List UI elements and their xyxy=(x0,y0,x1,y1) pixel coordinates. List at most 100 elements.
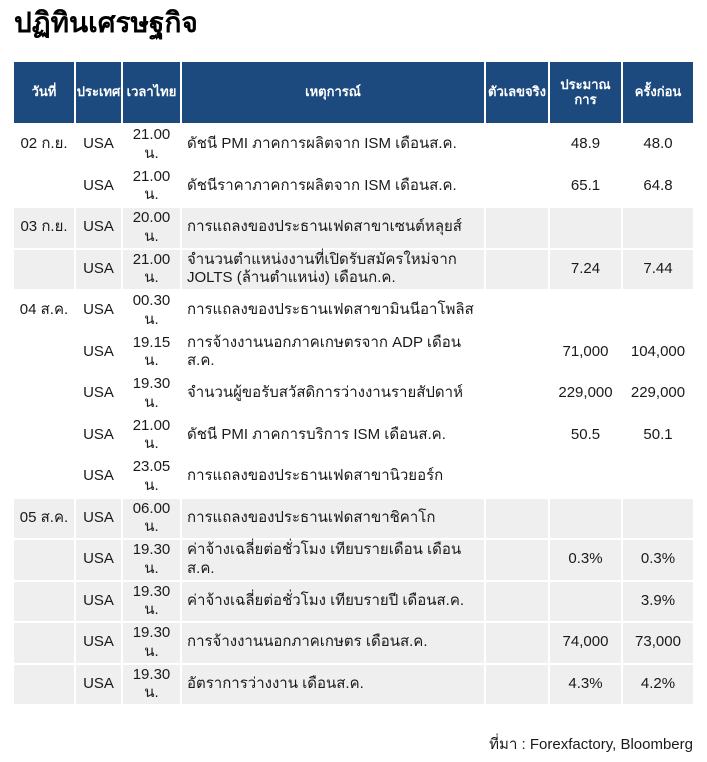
cell-date xyxy=(14,166,74,206)
cell-forecast: 229,000 xyxy=(550,374,621,414)
cell-forecast: 48.9 xyxy=(550,125,621,165)
cell-date xyxy=(14,374,74,414)
table-row: USA 21.00 น. ดัชนี PMI ภาคการบริการ ISM … xyxy=(14,415,693,455)
cell-country: USA xyxy=(76,374,121,414)
cell-time: 19.30 น. xyxy=(123,374,180,414)
cell-date xyxy=(14,540,74,580)
cell-forecast: 7.24 xyxy=(550,249,621,289)
cell-actual xyxy=(486,166,548,206)
cell-event: อัตราการว่างงาน เดือนส.ค. xyxy=(182,664,484,704)
cell-event: การจ้างงานนอกภาคเกษตรจาก ADP เดือนส.ค. xyxy=(182,332,484,372)
cell-country: USA xyxy=(76,581,121,621)
cell-date: 03 ก.ย. xyxy=(14,208,74,248)
cell-country: USA xyxy=(76,623,121,663)
column-header-event: เหตุการณ์ xyxy=(182,62,484,123)
cell-country: USA xyxy=(76,332,121,372)
cell-previous xyxy=(623,457,693,497)
table-row: 04 ส.ค. USA 00.30 น. การแถลงของประธานเฟด… xyxy=(14,291,693,331)
cell-forecast xyxy=(550,498,621,538)
cell-time: 21.00 น. xyxy=(123,125,180,165)
table-body: 02 ก.ย. USA 21.00 น. ดัชนี PMI ภาคการผลิ… xyxy=(14,125,693,704)
source-note: ที่มา : Forexfactory, Bloomberg xyxy=(489,736,693,753)
table-row: 03 ก.ย. USA 20.00 น. การแถลงของประธานเฟด… xyxy=(14,208,693,248)
cell-actual xyxy=(486,415,548,455)
cell-previous: 4.2% xyxy=(623,664,693,704)
cell-date xyxy=(14,332,74,372)
cell-forecast xyxy=(550,457,621,497)
cell-event: ค่าจ้างเฉลี่ยต่อชั่วโมง เทียบรายปี เดือน… xyxy=(182,581,484,621)
cell-forecast xyxy=(550,581,621,621)
column-header-previous: ครั้งก่อน xyxy=(623,62,693,123)
page-title: ปฏิทินเศรษฐกิจ xyxy=(14,7,198,38)
cell-previous: 50.1 xyxy=(623,415,693,455)
cell-time: 23.05 น. xyxy=(123,457,180,497)
cell-date xyxy=(14,581,74,621)
cell-previous: 229,000 xyxy=(623,374,693,414)
cell-date: 04 ส.ค. xyxy=(14,291,74,331)
table-row: USA 19.15 น. การจ้างงานนอกภาคเกษตรจาก AD… xyxy=(14,332,693,372)
cell-time: 21.00 น. xyxy=(123,249,180,289)
cell-time: 00.30 น. xyxy=(123,291,180,331)
cell-country: USA xyxy=(76,415,121,455)
table-row: USA 19.30 น. ค่าจ้างเฉลี่ยต่อชั่วโมง เที… xyxy=(14,581,693,621)
cell-country: USA xyxy=(76,125,121,165)
cell-event: ดัชนี PMI ภาคการผลิตจาก ISM เดือนส.ค. xyxy=(182,125,484,165)
cell-date xyxy=(14,415,74,455)
cell-event: ดัชนี PMI ภาคการบริการ ISM เดือนส.ค. xyxy=(182,415,484,455)
cell-time: 19.30 น. xyxy=(123,581,180,621)
cell-forecast: 0.3% xyxy=(550,540,621,580)
cell-actual xyxy=(486,664,548,704)
cell-time: 19.30 น. xyxy=(123,664,180,704)
cell-actual xyxy=(486,125,548,165)
cell-forecast: 74,000 xyxy=(550,623,621,663)
table-row: USA 19.30 น. ค่าจ้างเฉลี่ยต่อชั่วโมง เที… xyxy=(14,540,693,580)
cell-actual xyxy=(486,291,548,331)
cell-time: 06.00 น. xyxy=(123,498,180,538)
cell-country: USA xyxy=(76,208,121,248)
cell-previous xyxy=(623,208,693,248)
cell-actual xyxy=(486,498,548,538)
cell-previous xyxy=(623,291,693,331)
table-row: 02 ก.ย. USA 21.00 น. ดัชนี PMI ภาคการผลิ… xyxy=(14,125,693,165)
economic-calendar-table: วันที่ ประเทศ เวลาไทย เหตุการณ์ ตัวเลขจร… xyxy=(14,62,693,704)
cell-forecast: 65.1 xyxy=(550,166,621,206)
column-header-time: เวลาไทย xyxy=(123,62,180,123)
cell-country: USA xyxy=(76,291,121,331)
cell-date: 05 ส.ค. xyxy=(14,498,74,538)
cell-previous: 0.3% xyxy=(623,540,693,580)
cell-actual xyxy=(486,208,548,248)
cell-event: การแถลงของประธานเฟดสาขานิวยอร์ก xyxy=(182,457,484,497)
cell-date xyxy=(14,623,74,663)
cell-time: 19.15 น. xyxy=(123,332,180,372)
cell-event: การแถลงของประธานเฟดสาขาชิคาโก xyxy=(182,498,484,538)
cell-date xyxy=(14,664,74,704)
cell-previous: 64.8 xyxy=(623,166,693,206)
cell-forecast xyxy=(550,208,621,248)
table-header-row: วันที่ ประเทศ เวลาไทย เหตุการณ์ ตัวเลขจร… xyxy=(14,62,693,123)
cell-country: USA xyxy=(76,498,121,538)
cell-actual xyxy=(486,374,548,414)
cell-actual xyxy=(486,540,548,580)
cell-time: 19.30 น. xyxy=(123,623,180,663)
cell-country: USA xyxy=(76,664,121,704)
table-row: USA 19.30 น. อัตราการว่างงาน เดือนส.ค. 4… xyxy=(14,664,693,704)
table-row: 05 ส.ค. USA 06.00 น. การแถลงของประธานเฟด… xyxy=(14,498,693,538)
cell-event: ค่าจ้างเฉลี่ยต่อชั่วโมง เทียบรายเดือน เด… xyxy=(182,540,484,580)
cell-event: การแถลงของประธานเฟดสาขาเซนต์หลุยส์ xyxy=(182,208,484,248)
cell-previous: 48.0 xyxy=(623,125,693,165)
cell-actual xyxy=(486,623,548,663)
cell-forecast: 4.3% xyxy=(550,664,621,704)
cell-country: USA xyxy=(76,249,121,289)
cell-forecast xyxy=(550,291,621,331)
table-row: USA 19.30 น. การจ้างงานนอกภาคเกษตร เดือน… xyxy=(14,623,693,663)
cell-event: การแถลงของประธานเฟดสาขามินนีอาโพลิส xyxy=(182,291,484,331)
table-row: USA 21.00 น. จำนวนตำแหน่งงานที่เปิดรับสม… xyxy=(14,249,693,289)
column-header-actual: ตัวเลขจริง xyxy=(486,62,548,123)
cell-time: 20.00 น. xyxy=(123,208,180,248)
table-row: USA 23.05 น. การแถลงของประธานเฟดสาขานิวย… xyxy=(14,457,693,497)
cell-event: จำนวนผู้ขอรับสวัสดิการว่างงานรายสัปดาห์ xyxy=(182,374,484,414)
column-header-country: ประเทศ xyxy=(76,62,121,123)
cell-actual xyxy=(486,581,548,621)
table-row: USA 19.30 น. จำนวนผู้ขอรับสวัสดิการว่างง… xyxy=(14,374,693,414)
